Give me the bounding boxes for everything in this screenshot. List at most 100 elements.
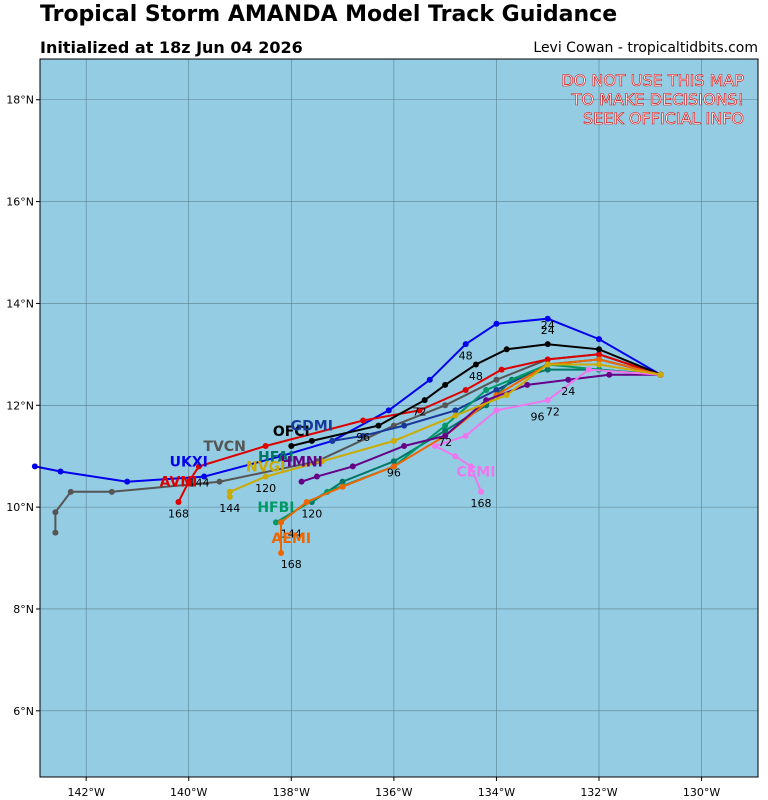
model-label: CEMI bbox=[456, 465, 495, 481]
track-point bbox=[329, 437, 336, 444]
forecast-hour-label: 96 bbox=[356, 431, 370, 444]
forecast-hour-label: 24 bbox=[561, 385, 575, 398]
track-point bbox=[308, 437, 315, 444]
track-point bbox=[442, 402, 449, 409]
forecast-hour-label: 168 bbox=[471, 497, 492, 510]
track-nvgi bbox=[228, 363, 661, 497]
track-point bbox=[339, 483, 346, 490]
track-point bbox=[278, 519, 285, 526]
track-point bbox=[472, 361, 479, 368]
track-point bbox=[52, 529, 59, 536]
track-point bbox=[524, 381, 531, 388]
lon-tick-label: 130°W bbox=[683, 786, 720, 799]
track-point bbox=[416, 407, 423, 414]
model-label: UKXI bbox=[170, 454, 208, 470]
track-point bbox=[175, 499, 182, 506]
axis-ticks: 142°W 140°W 138°W 136°W 134°W 132°W 130°W 6°N 8°… bbox=[6, 58, 759, 799]
lat-tick-label: 8°N bbox=[13, 603, 34, 616]
init-time: Initialized at 18z Jun 04 2026 bbox=[40, 38, 303, 57]
track-point bbox=[431, 443, 438, 450]
model-labels: 24 48 UKXI 144 TVCN 72 168 AVNI 24 48 OFCI 96 GDMI 96… bbox=[160, 319, 576, 571]
track-point bbox=[67, 488, 74, 495]
lat-tick-label: 18°N bbox=[6, 94, 34, 107]
model-label: HFBI bbox=[257, 500, 294, 516]
track-point bbox=[52, 509, 59, 516]
track-point bbox=[349, 463, 356, 470]
track-point bbox=[313, 473, 320, 480]
forecast-hour-label: 144 bbox=[188, 477, 209, 490]
track-point bbox=[503, 392, 510, 399]
lat-tick-label: 12°N bbox=[6, 399, 34, 412]
track-point bbox=[195, 463, 202, 470]
track-point bbox=[483, 386, 490, 393]
track-point bbox=[596, 361, 603, 368]
warning-line: SEEK OFFICIAL INFO bbox=[583, 109, 744, 128]
track-point bbox=[401, 422, 408, 429]
track-point bbox=[390, 458, 397, 465]
track-point bbox=[544, 356, 551, 363]
track-point bbox=[467, 463, 474, 470]
warning-line: DO NOT USE THIS MAP bbox=[561, 71, 744, 90]
forecast-hour-label: 144 bbox=[219, 502, 240, 515]
forecast-hour-label: 48 bbox=[469, 370, 483, 383]
track-point bbox=[216, 478, 223, 485]
model-label: TVCN bbox=[203, 439, 245, 455]
track-point bbox=[596, 356, 603, 363]
track-point bbox=[462, 432, 469, 439]
track-point bbox=[544, 366, 551, 373]
forecast-hour-label: 120 bbox=[255, 482, 276, 495]
track-point bbox=[462, 386, 469, 393]
map-border bbox=[39, 58, 759, 778]
lon-tick-label: 132°W bbox=[580, 786, 617, 799]
track-point bbox=[278, 453, 285, 460]
track-point bbox=[493, 320, 500, 327]
forecast-hour-label: 72 bbox=[438, 436, 452, 449]
model-label: AEMI bbox=[272, 531, 312, 547]
track-point bbox=[503, 346, 510, 353]
track-point bbox=[185, 478, 192, 485]
track-point bbox=[657, 371, 664, 378]
track-point bbox=[57, 468, 64, 475]
track-point bbox=[544, 341, 551, 348]
track-point bbox=[596, 336, 603, 343]
track-aemi bbox=[280, 358, 661, 553]
model-label: HMNI bbox=[280, 454, 323, 470]
track-point bbox=[442, 432, 449, 439]
forecast-hour-label: 72 bbox=[413, 405, 427, 418]
lon-tick-label: 136°W bbox=[375, 786, 412, 799]
track-point bbox=[442, 381, 449, 388]
forecast-hour-label: 168 bbox=[281, 558, 302, 571]
track-point bbox=[360, 432, 367, 439]
forecast-hour-label: 96 bbox=[387, 467, 401, 480]
track-point bbox=[565, 376, 572, 383]
lat-tick-label: 6°N bbox=[13, 705, 34, 718]
track-point bbox=[442, 422, 449, 429]
track-point bbox=[262, 443, 269, 450]
lon-tick-label: 142°W bbox=[67, 786, 104, 799]
model-label: AVNI bbox=[160, 475, 198, 491]
track-point bbox=[452, 453, 459, 460]
lon-tick-label: 140°W bbox=[170, 786, 207, 799]
track-point bbox=[262, 473, 269, 480]
grid-lines bbox=[40, 59, 758, 777]
track-point bbox=[498, 366, 505, 373]
credit-text: Levi Cowan - tropicaltidbits.com bbox=[533, 40, 758, 56]
track-point bbox=[596, 351, 603, 358]
model-label: GDMI bbox=[291, 419, 333, 435]
model-label: OFCI bbox=[273, 424, 310, 440]
lon-tick-label: 138°W bbox=[273, 786, 310, 799]
forecast-hour-label: 24 bbox=[541, 319, 555, 332]
track-point bbox=[226, 493, 233, 500]
track-point bbox=[544, 315, 551, 322]
lat-tick-label: 10°N bbox=[6, 501, 34, 514]
forecast-hour-label: 144 bbox=[281, 528, 302, 541]
track-point bbox=[226, 488, 233, 495]
lon-tick-label: 134°W bbox=[478, 786, 515, 799]
track-point bbox=[544, 397, 551, 404]
track-point bbox=[585, 366, 592, 373]
track-point bbox=[462, 341, 469, 348]
lat-tick-label: 14°N bbox=[6, 297, 34, 310]
track-point bbox=[31, 463, 38, 470]
